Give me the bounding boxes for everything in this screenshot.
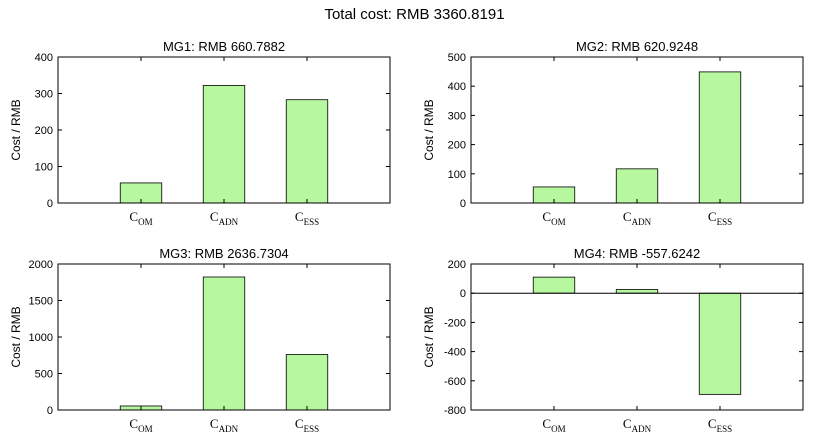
axes-box bbox=[57, 263, 391, 411]
x-tick-label: CADN bbox=[210, 416, 239, 434]
bar-adn bbox=[202, 85, 246, 204]
x-tick-label: COM bbox=[542, 209, 565, 227]
subplot-title: MG3: RMB 2636.7304 bbox=[159, 246, 288, 261]
axes-box bbox=[470, 263, 804, 411]
subplot-title: MG4: RMB -557.6242 bbox=[574, 246, 700, 261]
y-tick-label: 100 bbox=[448, 169, 466, 181]
x-tick-label: CESS bbox=[708, 416, 732, 434]
x-tick-label: COM bbox=[129, 209, 152, 227]
x-tick-label: CADN bbox=[210, 209, 239, 227]
subplot-3: MG3: RMB 2636.7304 0 500 1000 1500 2000 Cost /… bbox=[9, 246, 391, 434]
y-axis-label: Cost / RMB bbox=[422, 99, 436, 160]
y-axis-label: Cost / RMB bbox=[9, 99, 23, 160]
y-axis-label: Cost / RMB bbox=[422, 306, 436, 367]
bar-om bbox=[532, 276, 576, 294]
bar-ess bbox=[698, 292, 742, 395]
subplot-4: MG4: RMB -557.6242 -800 -600 -400 -200 0 200 Co… bbox=[422, 246, 804, 434]
y-tick-label: 300 bbox=[448, 110, 466, 122]
y-tick-label: 0 bbox=[47, 198, 53, 210]
y-tick-label: 200 bbox=[35, 125, 53, 137]
y-tick-label: 500 bbox=[448, 52, 466, 64]
x-tick-label: CADN bbox=[623, 416, 652, 434]
y-tick-label: 0 bbox=[460, 288, 466, 300]
x-tick-label: COM bbox=[542, 416, 565, 434]
x-tick-label: CESS bbox=[295, 416, 319, 434]
bar-ess bbox=[285, 99, 329, 204]
bar-adn bbox=[615, 168, 659, 204]
y-tick-label: -600 bbox=[444, 376, 466, 388]
y-tick-label: 200 bbox=[448, 140, 466, 152]
subplot-title: MG1: RMB 660.7882 bbox=[163, 39, 285, 54]
axes-box bbox=[57, 56, 391, 204]
x-tick-label: CADN bbox=[623, 209, 652, 227]
subplot-2: MG2: RMB 620.9248 0 100 200 300 400 500 Cost / … bbox=[422, 39, 804, 227]
y-tick-label: -400 bbox=[444, 347, 466, 359]
subplot-1: MG1: RMB 660.7882 0 100 200 300 400 Cost / RMB… bbox=[9, 39, 391, 227]
figure-title: Total cost: RMB 3360.8191 bbox=[324, 6, 505, 23]
y-tick-label: 400 bbox=[448, 81, 466, 93]
y-tick-label: 100 bbox=[35, 162, 53, 174]
x-tick-label: CESS bbox=[708, 209, 732, 227]
bar-adn bbox=[202, 276, 246, 411]
x-tick-label: COM bbox=[129, 416, 152, 434]
y-tick-label: 300 bbox=[35, 89, 53, 101]
y-axis-label: Cost / RMB bbox=[9, 306, 23, 367]
y-tick-label: 2000 bbox=[29, 259, 53, 271]
x-tick-label: CESS bbox=[295, 209, 319, 227]
y-tick-label: 500 bbox=[35, 369, 53, 381]
y-tick-label: 400 bbox=[35, 52, 53, 64]
y-tick-label: -800 bbox=[444, 405, 466, 417]
y-tick-label: 0 bbox=[460, 198, 466, 210]
y-tick-label: 0 bbox=[47, 405, 53, 417]
y-tick-label: 200 bbox=[448, 259, 466, 271]
bar-ess bbox=[285, 354, 329, 411]
subplot-title: MG2: RMB 620.9248 bbox=[576, 39, 698, 54]
bar-ess bbox=[698, 71, 742, 204]
y-tick-label: -200 bbox=[444, 317, 466, 329]
bar-adn bbox=[615, 289, 659, 294]
y-tick-label: 1500 bbox=[29, 296, 53, 308]
axes-box bbox=[470, 56, 804, 204]
y-tick-label: 1000 bbox=[29, 332, 53, 344]
